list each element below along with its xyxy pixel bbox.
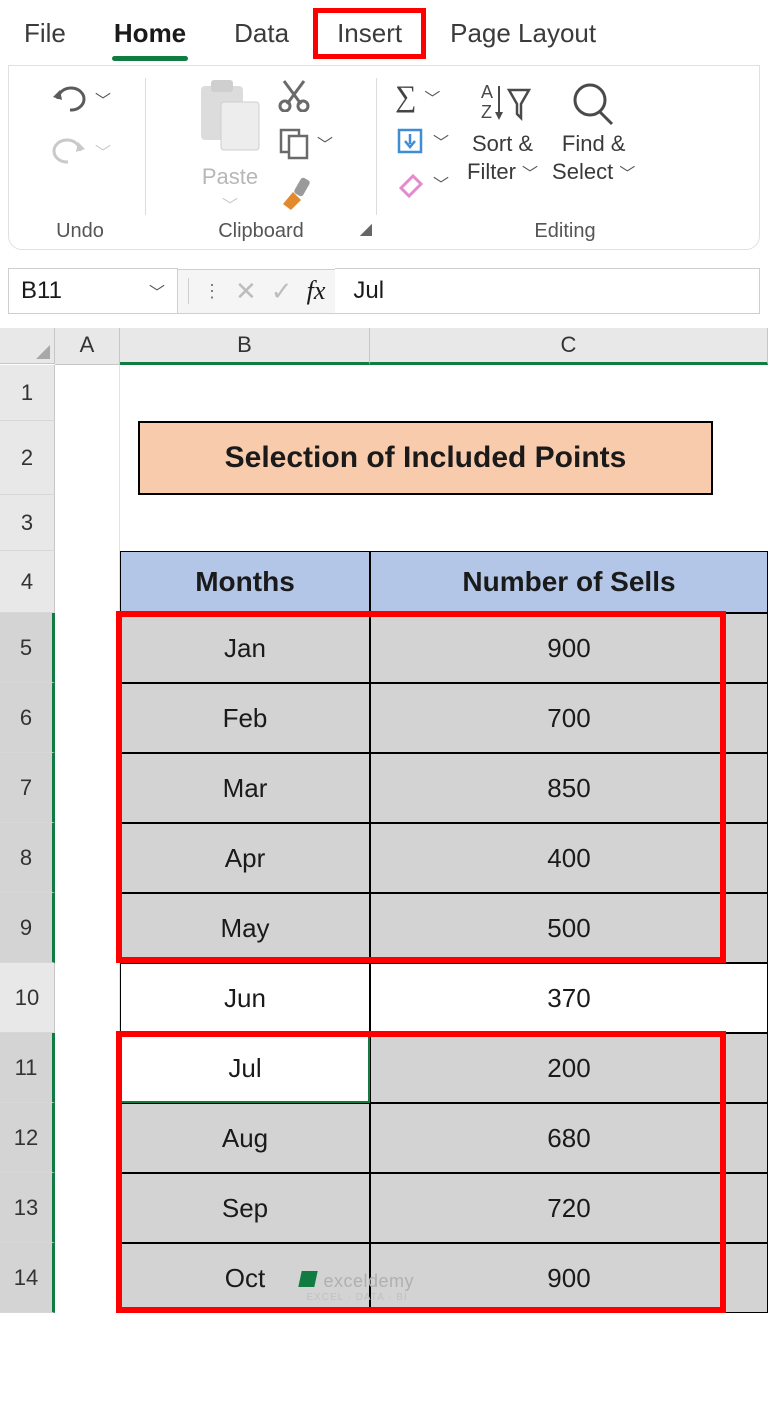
col-header-B[interactable]: B bbox=[120, 328, 370, 365]
row-header[interactable]: 2 bbox=[0, 421, 55, 495]
table-cell[interactable]: 900 bbox=[370, 613, 768, 683]
table-header-sells[interactable]: Number of Sells bbox=[370, 551, 768, 613]
row-header[interactable]: 11 bbox=[0, 1033, 55, 1103]
table-cell[interactable]: Jun bbox=[120, 963, 370, 1033]
chevron-down-icon: ﹀ bbox=[433, 129, 449, 153]
group-undo: ﹀ ﹀ Undo bbox=[15, 72, 145, 245]
sort-filter-button[interactable]: A Z Sort &Filter ﹀ bbox=[461, 78, 544, 198]
enter-icon[interactable]: ✓ bbox=[271, 276, 293, 307]
paste-icon bbox=[193, 76, 267, 164]
brush-icon bbox=[277, 174, 315, 212]
chevron-down-icon: ﹀ bbox=[424, 85, 440, 109]
row-header[interactable]: 8 bbox=[0, 823, 55, 893]
dialog-launcher-icon[interactable]: ◢ bbox=[360, 219, 372, 239]
worksheet: A B C 1 2 Selection of Included Points 3… bbox=[0, 328, 768, 1313]
row-header[interactable]: 12 bbox=[0, 1103, 55, 1173]
col-header-C[interactable]: C bbox=[370, 328, 768, 365]
group-clipboard: Paste ﹀ ﹀ bbox=[146, 72, 376, 245]
tab-home[interactable]: Home bbox=[90, 8, 210, 59]
table-cell[interactable]: Apr bbox=[120, 823, 370, 893]
row-header[interactable]: 14 bbox=[0, 1243, 55, 1313]
autosum-button[interactable]: ∑ ﹀ bbox=[395, 80, 449, 114]
chevron-down-icon: ﹀ bbox=[95, 139, 111, 163]
table-cell[interactable]: 370 bbox=[370, 963, 768, 1033]
chevron-down-icon: ﹀ bbox=[433, 171, 449, 195]
sort-filter-icon: A Z bbox=[475, 78, 531, 128]
group-label-clipboard: Clipboard bbox=[218, 216, 304, 245]
formula-input[interactable]: Jul bbox=[335, 268, 760, 314]
table-cell[interactable]: Mar bbox=[120, 753, 370, 823]
table-cell[interactable]: 400 bbox=[370, 823, 768, 893]
redo-icon bbox=[49, 134, 89, 168]
table-cell[interactable]: 850 bbox=[370, 753, 768, 823]
undo-button[interactable]: ﹀ bbox=[49, 82, 111, 116]
formula-bar: B11 ﹀ ⋮ ✕ ✓ fx Jul bbox=[8, 268, 760, 314]
cut-button[interactable] bbox=[277, 78, 333, 112]
dots-icon[interactable]: ⋮ bbox=[203, 281, 221, 302]
chevron-down-icon: ﹀ bbox=[95, 87, 111, 111]
paste-button[interactable]: Paste ﹀ bbox=[189, 72, 271, 216]
table-cell[interactable]: Feb bbox=[120, 683, 370, 753]
table-cell[interactable]: 680 bbox=[370, 1103, 768, 1173]
clear-button[interactable]: ﹀ bbox=[395, 168, 449, 198]
table-cell[interactable]: Jan bbox=[120, 613, 370, 683]
table-cell[interactable]: 700 bbox=[370, 683, 768, 753]
table-cell[interactable]: 500 bbox=[370, 893, 768, 963]
copy-button[interactable]: ﹀ bbox=[277, 126, 333, 160]
tab-insert[interactable]: Insert bbox=[313, 8, 426, 59]
svg-text:Z: Z bbox=[481, 102, 492, 122]
chevron-down-icon: ﹀ bbox=[149, 279, 165, 303]
chevron-down-icon: ﹀ bbox=[193, 192, 267, 216]
row-header[interactable]: 9 bbox=[0, 893, 55, 963]
find-select-button[interactable]: Find &Select ﹀ bbox=[546, 78, 641, 198]
cut-icon bbox=[277, 78, 311, 112]
name-box[interactable]: B11 ﹀ bbox=[8, 268, 178, 314]
search-icon bbox=[566, 78, 622, 128]
tab-file[interactable]: File bbox=[0, 8, 90, 59]
table-cell[interactable]: Aug bbox=[120, 1103, 370, 1173]
fx-icon[interactable]: fx bbox=[307, 276, 326, 306]
tab-page-layout[interactable]: Page Layout bbox=[426, 8, 620, 59]
col-header-A[interactable]: A bbox=[55, 328, 120, 365]
row-header[interactable]: 6 bbox=[0, 683, 55, 753]
table-cell[interactable]: Sep bbox=[120, 1173, 370, 1243]
svg-text:A: A bbox=[481, 82, 493, 102]
ribbon-tabs: File Home Data Insert Page Layout bbox=[0, 0, 768, 59]
table-cell[interactable]: 720 bbox=[370, 1173, 768, 1243]
cancel-icon[interactable]: ✕ bbox=[235, 276, 257, 307]
table-cell[interactable]: May bbox=[120, 893, 370, 963]
undo-icon bbox=[49, 82, 89, 116]
title-cell[interactable]: Selection of Included Points bbox=[138, 421, 713, 495]
ribbon: ﹀ ﹀ Undo Pa bbox=[8, 65, 760, 250]
group-editing: ∑ ﹀ ﹀ ﹀ bbox=[377, 72, 753, 245]
row-header[interactable]: 5 bbox=[0, 613, 55, 683]
row-header[interactable]: 10 bbox=[0, 963, 55, 1033]
select-all-corner[interactable] bbox=[0, 328, 55, 364]
row-header[interactable]: 7 bbox=[0, 753, 55, 823]
table-header-months[interactable]: Months bbox=[120, 551, 370, 613]
chevron-down-icon: ﹀ bbox=[317, 131, 333, 155]
copy-icon bbox=[277, 126, 311, 160]
group-label-undo: Undo bbox=[56, 216, 104, 245]
group-label-editing: Editing bbox=[534, 216, 595, 245]
row-header[interactable]: 4 bbox=[0, 551, 55, 613]
table-cell[interactable]: 900 bbox=[370, 1243, 768, 1313]
fill-button[interactable]: ﹀ bbox=[395, 126, 449, 156]
watermark: exceldemy EXCEL · DATA · BI bbox=[300, 1271, 414, 1303]
tab-data[interactable]: Data bbox=[210, 8, 313, 59]
fill-down-icon bbox=[395, 126, 425, 156]
active-cell[interactable]: Jul bbox=[120, 1033, 370, 1103]
format-painter-button[interactable] bbox=[277, 174, 333, 212]
sigma-icon: ∑ bbox=[395, 80, 416, 114]
row-header[interactable]: 13 bbox=[0, 1173, 55, 1243]
row-header[interactable]: 1 bbox=[0, 365, 55, 421]
column-headers: A B C bbox=[0, 328, 768, 365]
row-header[interactable]: 3 bbox=[0, 495, 55, 551]
eraser-icon bbox=[395, 168, 425, 198]
table-cell[interactable]: 200 bbox=[370, 1033, 768, 1103]
redo-button[interactable]: ﹀ bbox=[49, 134, 111, 168]
